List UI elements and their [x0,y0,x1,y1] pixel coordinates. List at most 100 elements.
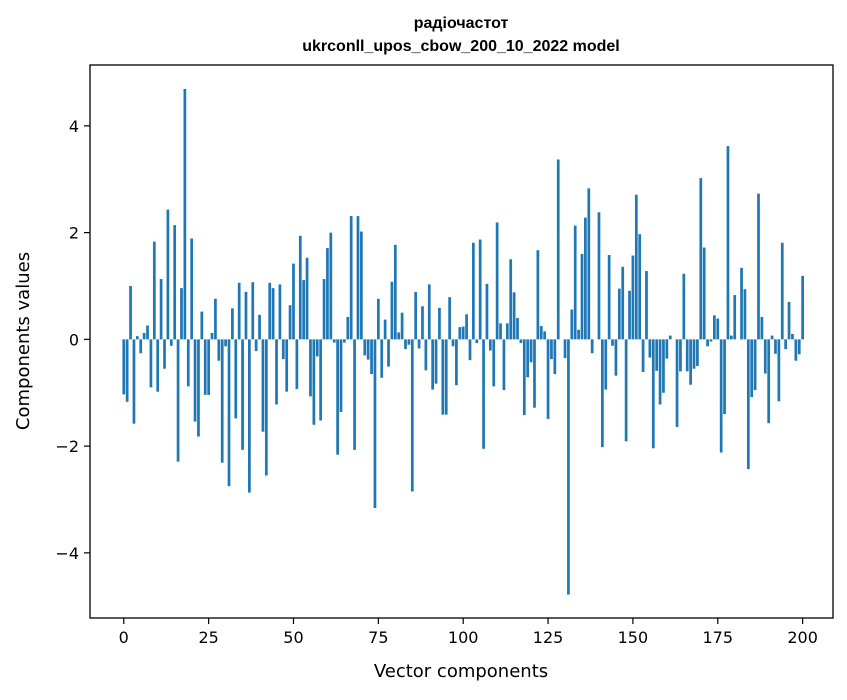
bar [503,339,506,390]
bar [543,331,546,339]
bar [635,195,638,340]
bar [570,309,573,339]
bar [496,222,499,339]
bar [794,339,797,360]
bar [391,282,394,340]
bar [282,339,285,359]
bar [492,339,495,386]
bar [716,319,719,340]
bar [329,233,332,340]
bar [211,333,214,339]
bar [414,292,417,340]
bar [357,216,360,339]
bar [143,333,146,339]
bar [604,339,607,389]
bar [248,339,251,492]
x-tick-label: 100 [448,628,479,647]
bar [146,325,149,339]
bar [662,339,665,392]
bar [122,339,125,394]
bar [150,339,153,387]
bar [333,339,336,342]
bar [801,276,804,340]
bar [214,299,217,340]
bar [360,232,363,340]
bar [452,339,455,346]
bar [421,306,424,339]
bar [530,339,533,362]
x-tick-label: 25 [198,628,218,647]
bar [750,339,753,397]
bar [615,339,618,375]
bar [509,259,512,339]
bar [262,339,265,431]
bar [431,339,434,389]
x-tick-label: 50 [283,628,303,647]
bar [340,339,343,412]
bar [713,315,716,339]
bar [156,339,159,391]
bar [659,339,662,404]
bar [350,216,353,339]
bar [788,302,791,339]
bar [326,248,329,339]
bar [133,339,136,423]
bar [581,254,584,339]
bar [679,339,682,371]
bar [265,339,268,475]
bar [435,339,438,383]
bar [547,339,550,419]
bar [652,339,655,448]
bar [184,89,187,339]
bar [638,234,641,339]
bar [740,268,743,340]
bar [526,339,529,377]
bar [401,313,404,340]
y-tick-label: −2 [55,437,79,456]
bar [370,339,373,374]
bar [194,339,197,421]
bar [553,339,556,374]
bar [693,339,696,368]
bar [404,339,407,349]
bar [781,243,784,340]
bar [153,242,156,340]
x-tick-label: 175 [702,628,733,647]
bar [367,339,370,359]
bar [465,314,468,339]
bar [316,339,319,356]
x-axis-label: Vector components [374,661,548,682]
bar [296,339,299,389]
bar [336,339,339,454]
bar [167,210,170,340]
x-tick-label: 75 [368,628,388,647]
bar [251,282,254,339]
bar [587,188,590,339]
bar [309,339,312,396]
bar [204,339,207,395]
y-axis-label: Components values [13,252,34,430]
bar [513,292,516,339]
bar [441,339,444,414]
bar [791,334,794,339]
bar [418,339,421,348]
bar [346,317,349,339]
bar [479,240,482,340]
bar [275,339,278,404]
bar [649,339,652,357]
bar [537,250,540,339]
bar [231,308,234,339]
bar [706,339,709,346]
x-tick-label: 125 [533,628,564,647]
bar [764,339,767,373]
bar [173,225,176,339]
bar [312,339,315,424]
bar [289,305,292,339]
y-tick-label: 0 [69,330,79,349]
bar [774,339,777,353]
bar [767,339,770,423]
bar [224,339,227,346]
chart-subtitle: ukrconll_upos_cbow_200_10_2022 model [302,38,619,55]
bar [574,226,577,340]
bar [482,339,485,448]
